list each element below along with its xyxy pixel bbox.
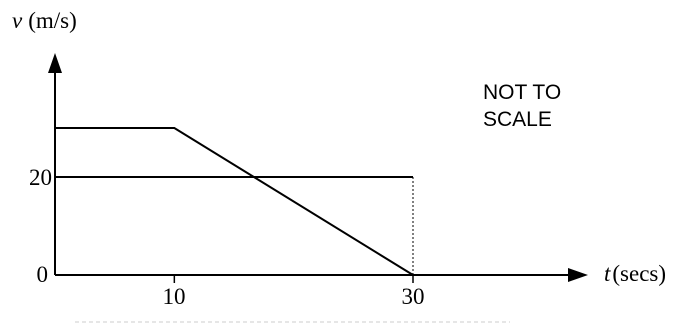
y-axis-unit: (m/s): [28, 8, 77, 33]
y-axis-title: v (m/s): [12, 8, 77, 33]
y-axis-arrow: [48, 53, 62, 73]
x-tick-label-10: 10: [163, 284, 186, 309]
x-axis-unit: (secs): [612, 261, 666, 286]
annotation-line-1: NOT TO: [483, 81, 561, 104]
series-line-1: [55, 127, 414, 276]
x-axis-arrow: [568, 268, 588, 282]
x-tick-label-30: 30: [402, 284, 425, 309]
x-axis-variable: t: [604, 261, 611, 286]
chart-marks: [48, 53, 588, 283]
y-tick-label-20: 20: [29, 165, 52, 190]
origin-label: 0: [37, 262, 49, 287]
y-axis-variable: v: [12, 8, 23, 33]
x-axis-title: t(secs): [604, 261, 666, 286]
annotation-line-2: SCALE: [483, 108, 552, 131]
